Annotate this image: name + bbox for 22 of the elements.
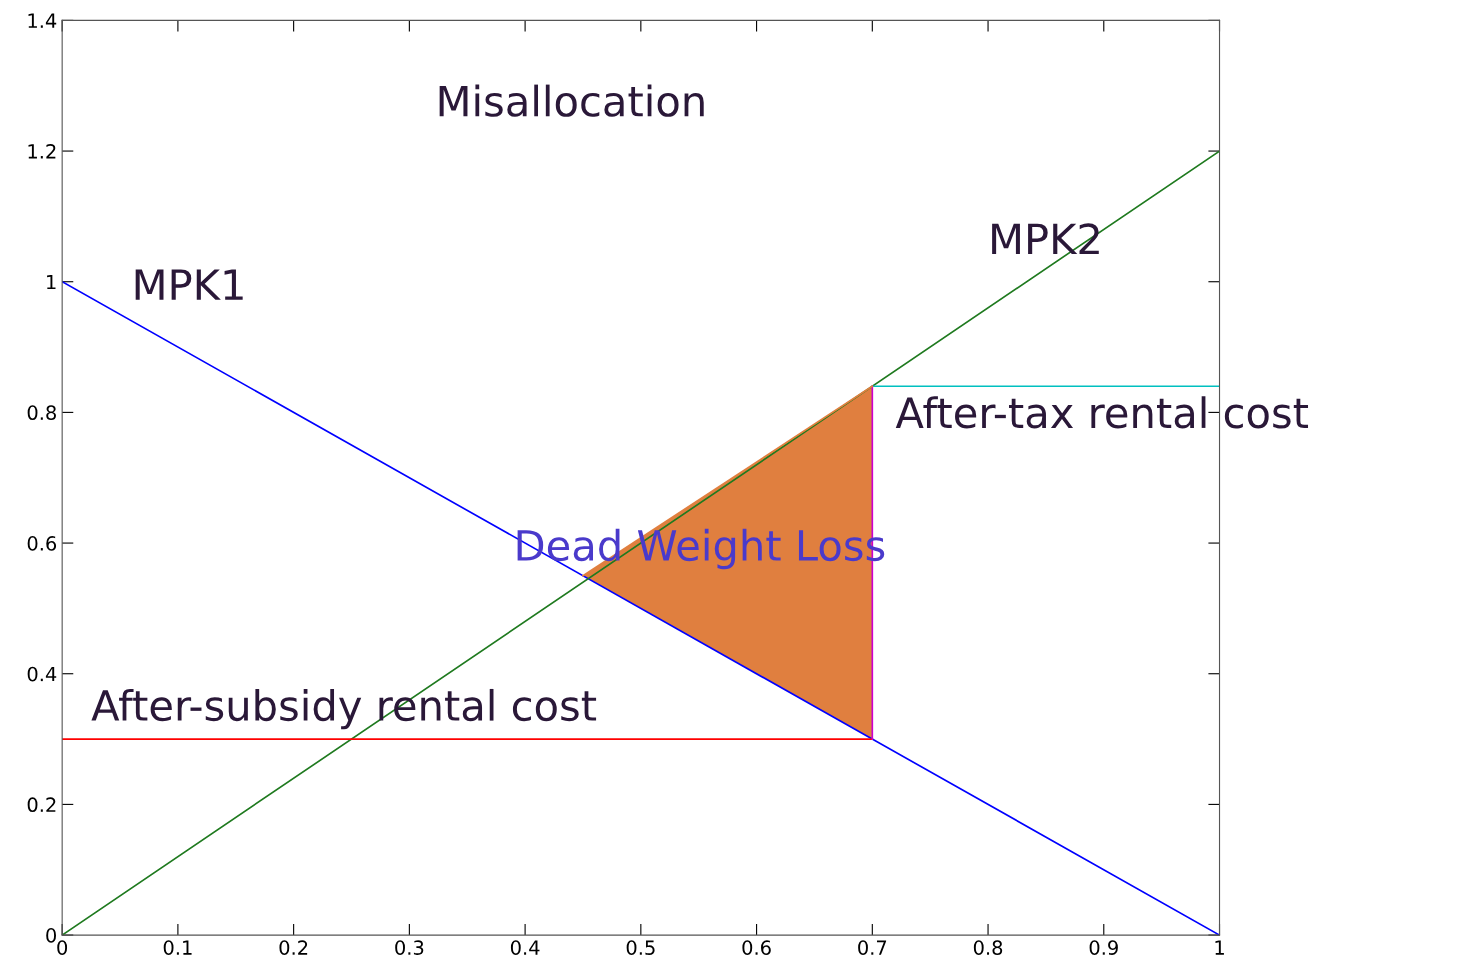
text: Misallocation xyxy=(439,84,704,117)
x-tick-label: 0 xyxy=(57,940,68,955)
x-tick-label: 0.3 xyxy=(395,940,424,955)
annotation: MPK1 xyxy=(135,269,243,300)
x-tick-label: 0.4 xyxy=(510,940,540,955)
y-tick-label: 0.2 xyxy=(27,797,56,813)
x-tick-label: 0.1 xyxy=(163,940,192,955)
x-tick-label: 0.2 xyxy=(279,940,308,955)
y-tick-label: 0.8 xyxy=(27,405,56,421)
x-tick-label: 0.6 xyxy=(742,940,771,955)
y-tick-label: 1 xyxy=(47,274,56,290)
y-tick-label: 0.4 xyxy=(27,666,57,682)
x-tick-label: 0.7 xyxy=(858,940,887,955)
x-tick-label: 0.5 xyxy=(626,940,655,955)
x-tick-label: 1 xyxy=(1215,940,1224,955)
y-tick-label: 0.6 xyxy=(27,536,57,551)
x-tick-label: 0.8 xyxy=(973,940,1003,955)
annotation: After-tax rental cost xyxy=(895,396,1309,429)
x-tick-label: 0.9 xyxy=(1089,940,1118,955)
y-tick-label: 0 xyxy=(46,928,57,943)
y-tick-label: 1.2 xyxy=(28,144,56,159)
y-tick-label: 1.4 xyxy=(28,13,57,28)
